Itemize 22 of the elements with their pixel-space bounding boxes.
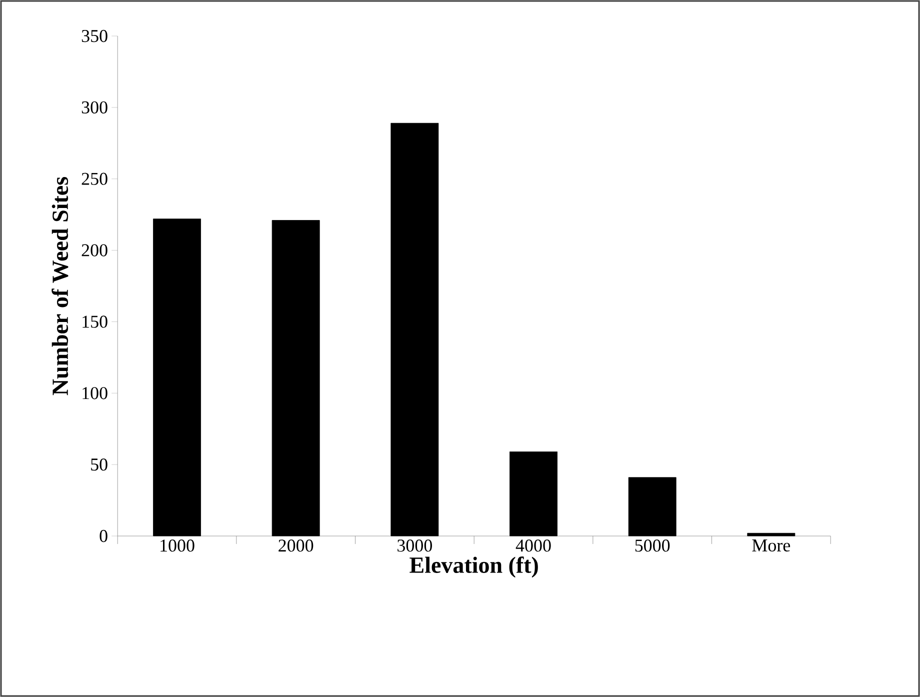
bar [390, 122, 439, 536]
bar [153, 218, 201, 536]
y-tick-label: 250 [82, 172, 108, 185]
x-tick-label: 1000 [160, 540, 194, 552]
bar [272, 220, 320, 536]
y-tick-label: 350 [82, 30, 108, 42]
bar [628, 477, 676, 536]
y-tick-label: 200 [82, 244, 108, 256]
x-tick-label: 2000 [278, 540, 314, 552]
y-tick-label: 100 [82, 387, 108, 400]
bar [510, 452, 558, 536]
x-tick-label: More [752, 540, 790, 552]
y-axis-title: Number of Weed Sites [52, 177, 68, 396]
y-tick-label: 150 [82, 316, 108, 328]
y-tick-label: 0 [100, 530, 108, 542]
x-tick-label: 4000 [516, 540, 551, 552]
x-axis-title: Elevation (ft) [410, 556, 538, 578]
bar [747, 532, 796, 536]
x-tick-label: 3000 [398, 540, 432, 552]
x-tick-label: 5000 [635, 540, 670, 552]
y-tick-label: 300 [82, 101, 108, 114]
y-tick-label: 50 [91, 458, 108, 471]
